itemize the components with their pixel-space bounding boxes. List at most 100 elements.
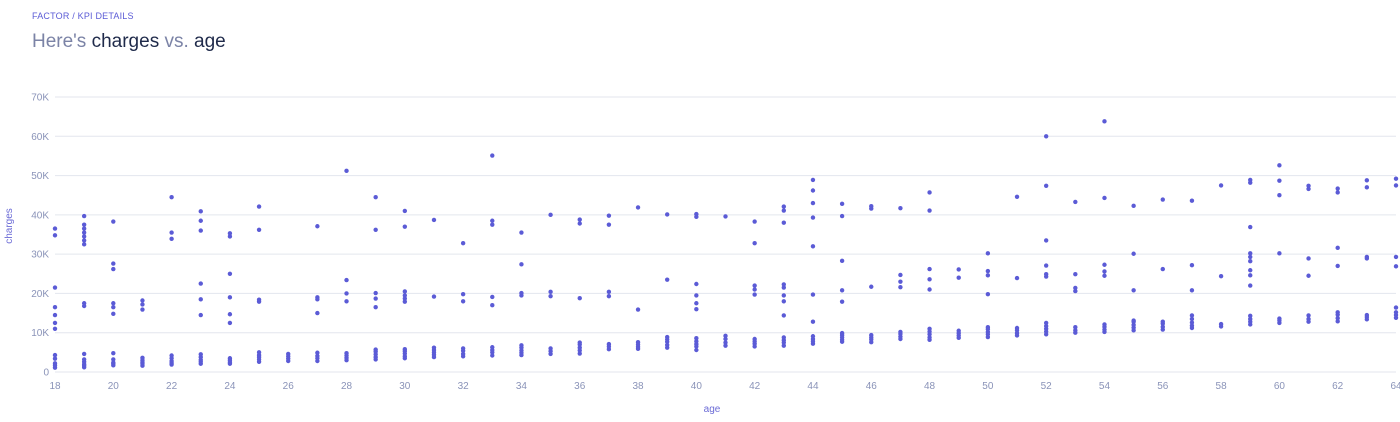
data-point[interactable] — [1043, 238, 1049, 243]
data-point[interactable] — [81, 222, 87, 227]
data-point[interactable] — [956, 275, 961, 280]
data-point[interactable] — [81, 230, 87, 235]
data-point[interactable] — [227, 234, 233, 239]
data-point[interactable] — [169, 194, 174, 200]
data-point[interactable] — [111, 311, 116, 317]
data-point[interactable] — [1277, 193, 1282, 198]
data-point[interactable] — [664, 277, 670, 282]
data-point[interactable] — [898, 205, 903, 211]
data-point[interactable] — [723, 340, 728, 345]
data-point[interactable] — [52, 361, 58, 366]
data-point[interactable] — [1306, 316, 1311, 322]
data-point[interactable] — [956, 267, 961, 272]
data-point[interactable] — [373, 194, 378, 200]
data-point[interactable] — [1073, 328, 1078, 333]
data-point[interactable] — [927, 326, 932, 331]
data-point[interactable] — [927, 190, 932, 195]
data-point[interactable] — [898, 284, 903, 290]
data-point[interactable] — [664, 334, 670, 340]
data-point[interactable] — [344, 299, 349, 304]
data-point[interactable] — [519, 343, 524, 348]
data-point[interactable] — [810, 319, 816, 324]
data-point[interactable] — [111, 261, 116, 266]
data-point[interactable] — [1364, 185, 1370, 190]
data-point[interactable] — [898, 272, 903, 278]
data-point[interactable] — [344, 277, 349, 283]
data-point[interactable] — [373, 227, 378, 232]
data-point[interactable] — [606, 293, 612, 299]
data-point[interactable] — [839, 299, 845, 304]
data-point[interactable] — [1131, 288, 1136, 293]
data-point[interactable] — [1277, 251, 1282, 256]
data-point[interactable] — [1335, 263, 1340, 269]
data-point[interactable] — [781, 335, 787, 340]
data-point[interactable] — [752, 336, 757, 342]
data-point[interactable] — [1393, 183, 1399, 188]
data-point[interactable] — [577, 221, 582, 226]
data-point[interactable] — [519, 230, 524, 235]
data-point[interactable] — [490, 353, 495, 358]
data-point[interactable] — [927, 266, 932, 272]
data-point[interactable] — [839, 213, 845, 219]
data-point[interactable] — [1248, 313, 1253, 319]
data-point[interactable] — [1306, 313, 1311, 318]
data-point[interactable] — [1218, 321, 1224, 327]
data-point[interactable] — [985, 292, 991, 297]
data-point[interactable] — [810, 292, 816, 297]
data-point[interactable] — [140, 355, 145, 361]
data-point[interactable] — [52, 356, 58, 361]
data-point[interactable] — [1043, 271, 1049, 277]
data-point[interactable] — [1364, 312, 1370, 318]
data-point[interactable] — [752, 283, 757, 288]
data-point[interactable] — [1189, 323, 1195, 328]
data-point[interactable] — [52, 320, 58, 326]
data-point[interactable] — [869, 284, 874, 289]
data-point[interactable] — [664, 212, 670, 217]
data-point[interactable] — [752, 287, 757, 292]
data-point[interactable] — [927, 277, 932, 282]
data-point[interactable] — [111, 219, 116, 224]
data-point[interactable] — [985, 325, 991, 330]
data-point[interactable] — [1131, 318, 1136, 323]
data-point[interactable] — [1014, 325, 1020, 331]
data-point[interactable] — [927, 287, 932, 292]
data-point[interactable] — [781, 285, 787, 290]
data-point[interactable] — [198, 209, 203, 214]
data-point[interactable] — [1277, 163, 1282, 168]
data-point[interactable] — [373, 347, 378, 352]
data-point[interactable] — [52, 304, 58, 310]
data-point[interactable] — [577, 345, 582, 350]
data-point[interactable] — [898, 279, 903, 284]
data-point[interactable] — [111, 357, 116, 362]
data-point[interactable] — [315, 310, 320, 316]
data-point[interactable] — [781, 204, 787, 209]
data-point[interactable] — [1335, 315, 1340, 321]
data-point[interactable] — [402, 299, 408, 304]
data-point[interactable] — [227, 320, 233, 326]
data-point[interactable] — [1073, 271, 1078, 277]
data-point[interactable] — [519, 290, 524, 296]
data-point[interactable] — [781, 293, 787, 298]
data-point[interactable] — [1160, 197, 1165, 202]
data-point[interactable] — [1160, 266, 1165, 272]
data-point[interactable] — [635, 339, 641, 345]
data-point[interactable] — [315, 224, 320, 229]
data-point[interactable] — [1277, 316, 1282, 321]
data-point[interactable] — [1043, 263, 1049, 268]
data-point[interactable] — [52, 285, 58, 290]
data-point[interactable] — [1393, 264, 1399, 269]
data-point[interactable] — [1248, 251, 1253, 256]
data-point[interactable] — [402, 289, 408, 294]
data-point[interactable] — [1335, 310, 1340, 315]
data-point[interactable] — [460, 240, 466, 246]
data-point[interactable] — [810, 244, 816, 249]
data-point[interactable] — [81, 357, 87, 362]
data-point[interactable] — [256, 227, 262, 232]
data-point[interactable] — [1248, 259, 1253, 264]
data-point[interactable] — [1102, 119, 1107, 124]
data-point[interactable] — [839, 288, 845, 293]
data-point[interactable] — [1131, 322, 1136, 328]
data-point[interactable] — [606, 341, 612, 347]
data-point[interactable] — [431, 294, 437, 299]
data-point[interactable] — [460, 299, 466, 304]
